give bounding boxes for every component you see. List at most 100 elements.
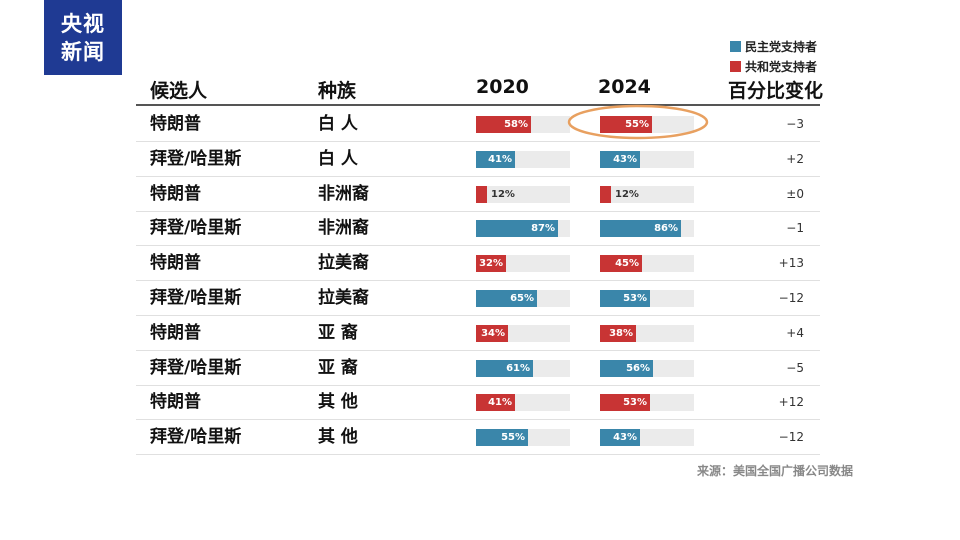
bar-2024-label: 53% (623, 397, 647, 409)
bar-2020 (476, 394, 515, 412)
header-candidate: 候选人 (150, 80, 208, 102)
bar-2020-track: 61% (476, 359, 570, 377)
race-cell: 白 人 (318, 114, 358, 134)
bar-2024-label: 53% (623, 293, 647, 304)
header-race: 种族 (318, 80, 357, 102)
header-change: 百分比变化 (728, 80, 824, 102)
race-cell: 非洲裔 (318, 183, 369, 204)
bar-2020-label: 34% (481, 327, 505, 339)
bar-2024-label: 56% (626, 362, 650, 374)
candidate-cell: 拜登/哈里斯 (150, 427, 242, 448)
race-cell: 拉美裔 (318, 253, 369, 274)
bar-2024-label: 12% (615, 188, 639, 200)
change-cell: +2 (786, 151, 804, 166)
bar-2020 (476, 185, 487, 203)
table-row: 拜登/哈里斯 其 他 55% 43% −12 (136, 420, 820, 456)
source-note: 来源：美国全国广播公司数据 (697, 464, 854, 478)
bar-2024-label: 55% (625, 119, 649, 130)
bar-2024-track: 53% (600, 290, 694, 307)
highlight-ellipse (567, 104, 709, 140)
bar-2024-label: 86% (654, 223, 678, 235)
race-cell: 其 他 (318, 392, 358, 413)
bar-2024-label: 43% (613, 153, 637, 165)
bar-2020-label: 61% (506, 362, 530, 374)
cctv-news-logo: 央视 新闻 (44, 0, 122, 75)
bar-2020 (476, 150, 515, 168)
bar-2020 (476, 220, 558, 238)
bar-2020 (476, 429, 528, 447)
race-cell: 拉美裔 (318, 288, 369, 308)
bar-2024 (600, 185, 611, 203)
change-cell: +12 (778, 395, 804, 410)
table-row: 特朗普 白 人 58% 55% −3 (136, 107, 820, 142)
bar-2020-label: 55% (501, 432, 525, 444)
bar-2024 (600, 429, 640, 447)
header-divider (136, 104, 820, 106)
bar-2020-label: 58% (504, 119, 528, 130)
table-row: 特朗普 拉美裔 32% 45% +13 (136, 246, 820, 282)
legend-label-republican: 共和党支持者 (745, 59, 818, 74)
bar-2020-label: 41% (488, 397, 512, 409)
bar-2024 (600, 394, 650, 412)
bar-2020-label: 32% (479, 258, 503, 270)
bar-2024 (600, 116, 652, 133)
change-cell: +4 (786, 325, 804, 340)
bar-2020-track: 34% (476, 324, 570, 342)
race-cell: 亚 裔 (318, 322, 358, 343)
race-cell: 白 人 (318, 148, 358, 169)
bar-2024-track: 43% (600, 429, 694, 447)
legend-item-republican: 共和党支持者 (730, 56, 817, 76)
header-2024: 2024 (598, 76, 651, 98)
candidate-cell: 拜登/哈里斯 (150, 218, 242, 239)
candidate-cell: 特朗普 (150, 253, 201, 274)
bar-2020-label: 41% (488, 153, 512, 165)
candidate-cell: 特朗普 (150, 392, 201, 413)
bar-2020-track: 87% (476, 220, 570, 238)
bar-2020-label: 65% (510, 293, 534, 304)
bar-2024 (600, 324, 636, 342)
bar-2020-track: 41% (476, 394, 570, 412)
candidate-cell: 特朗普 (150, 322, 201, 343)
candidate-cell: 特朗普 (150, 183, 201, 204)
bar-2024-label: 38% (609, 327, 633, 339)
legend: 民主党支持者 共和党支持者 (730, 36, 817, 76)
candidate-cell: 特朗普 (150, 114, 201, 134)
bar-2024-label: 43% (613, 432, 637, 444)
bar-2020-track: 65% (476, 290, 570, 307)
table-row: 拜登/哈里斯 拉美裔 65% 53% −12 (136, 281, 820, 316)
table-row: 特朗普 亚 裔 34% 38% +4 (136, 316, 820, 351)
bar-2020 (476, 359, 533, 377)
bar-2024-track: 45% (600, 255, 694, 273)
table-row: 特朗普 其 他 41% 53% +12 (136, 385, 820, 421)
bar-2024-track: 53% (600, 394, 694, 412)
change-cell: −12 (778, 291, 804, 305)
bar-2024 (600, 220, 681, 238)
bar-2024-track: 56% (600, 359, 694, 377)
change-cell: +13 (778, 256, 804, 271)
change-cell: ±0 (786, 186, 804, 201)
change-cell: −12 (778, 430, 804, 445)
table-row: 特朗普 非洲裔 12% 12% ±0 (136, 177, 820, 212)
bar-2024-label: 45% (615, 258, 639, 270)
bar-2020-track: 32% (476, 255, 570, 273)
change-cell: −5 (786, 360, 804, 375)
table-row: 拜登/哈里斯 非洲裔 87% 86% −1 (136, 211, 820, 247)
bar-2020 (476, 290, 537, 307)
legend-item-democrat: 民主党支持者 (730, 36, 817, 56)
bar-2020-label: 12% (491, 188, 515, 200)
bar-2024 (600, 359, 653, 377)
bar-2024 (600, 150, 640, 168)
bar-2020-track: 41% (476, 150, 570, 168)
logo-line-2: 新闻 (61, 39, 105, 64)
legend-swatch-republican (730, 60, 741, 72)
candidate-cell: 拜登/哈里斯 (150, 148, 242, 169)
bar-2024-track: 12% (600, 185, 694, 203)
bar-2024-track: 86% (600, 220, 694, 238)
bar-2024-track: 55% (600, 116, 694, 133)
race-cell: 其 他 (318, 427, 358, 448)
header-2020: 2020 (476, 76, 529, 98)
bar-2020 (476, 324, 508, 342)
bar-2024 (600, 290, 650, 307)
table-row: 拜登/哈里斯 白 人 41% 43% +2 (136, 142, 820, 177)
bar-2020-track: 58% (476, 116, 570, 133)
